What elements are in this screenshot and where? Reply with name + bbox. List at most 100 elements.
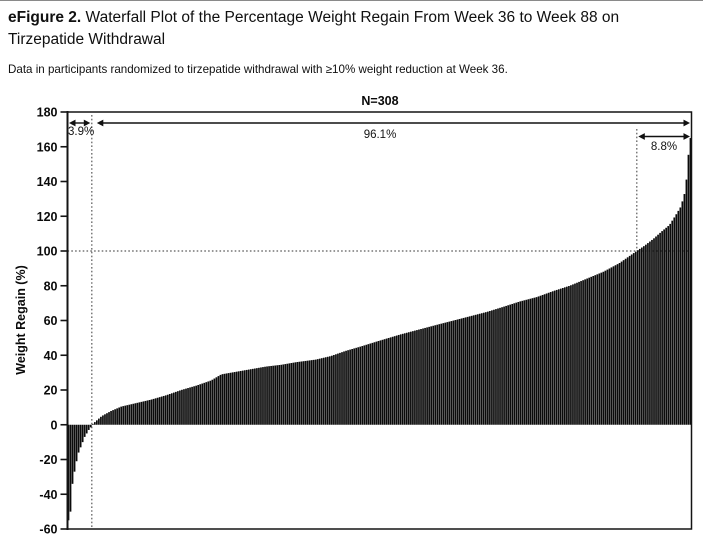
bar bbox=[110, 411, 112, 425]
bar bbox=[353, 348, 356, 425]
bar bbox=[685, 179, 688, 425]
y-tick-label: 160 bbox=[37, 140, 58, 154]
bar bbox=[217, 376, 220, 425]
bar bbox=[357, 347, 360, 425]
bar bbox=[401, 333, 404, 425]
bar bbox=[499, 307, 501, 425]
bar bbox=[239, 370, 242, 425]
bar bbox=[312, 359, 315, 425]
bar bbox=[118, 407, 120, 425]
bar bbox=[136, 402, 139, 425]
arrow-above-reference-share-left-head bbox=[638, 133, 645, 140]
bar bbox=[464, 317, 467, 425]
bar bbox=[347, 350, 349, 425]
y-axis-label: Weight Regain (%) bbox=[14, 265, 28, 375]
bar bbox=[152, 398, 155, 425]
bar bbox=[391, 336, 394, 425]
bar bbox=[120, 406, 123, 425]
bar bbox=[185, 388, 187, 425]
bar bbox=[387, 337, 390, 425]
bar bbox=[339, 352, 341, 425]
bar bbox=[183, 389, 185, 425]
bar bbox=[414, 330, 416, 425]
bar bbox=[420, 329, 422, 425]
bar bbox=[79, 424, 82, 448]
bar bbox=[422, 328, 424, 425]
bar bbox=[632, 253, 635, 425]
bar bbox=[679, 207, 682, 425]
bar bbox=[191, 386, 193, 425]
bar bbox=[187, 388, 189, 425]
bar bbox=[207, 381, 210, 425]
bar bbox=[468, 316, 471, 425]
bar bbox=[249, 369, 252, 425]
bar bbox=[584, 279, 586, 425]
bar bbox=[272, 365, 274, 425]
bar bbox=[657, 234, 659, 425]
bar bbox=[610, 267, 613, 425]
bar bbox=[594, 275, 597, 425]
y-tick-label: 100 bbox=[37, 245, 58, 259]
bar bbox=[245, 369, 248, 425]
bar bbox=[673, 217, 676, 425]
bar bbox=[158, 397, 161, 425]
bar bbox=[503, 306, 505, 425]
bar bbox=[397, 334, 400, 425]
y-tick-label: 20 bbox=[44, 384, 58, 398]
bar bbox=[640, 247, 643, 425]
bar bbox=[343, 351, 345, 425]
bar bbox=[476, 314, 479, 425]
bar bbox=[262, 367, 264, 425]
bar bbox=[252, 368, 254, 425]
arrow-positive-share-left-head bbox=[96, 119, 104, 127]
bar bbox=[108, 412, 110, 425]
bar bbox=[320, 358, 323, 425]
bar bbox=[254, 368, 256, 425]
bar bbox=[669, 223, 672, 425]
bar bbox=[148, 399, 151, 425]
y-tick-label: -20 bbox=[39, 453, 57, 467]
bar bbox=[93, 422, 96, 425]
bar bbox=[166, 394, 169, 425]
bar bbox=[225, 373, 228, 425]
bar bbox=[541, 294, 544, 425]
bar bbox=[193, 386, 195, 425]
bar bbox=[440, 323, 443, 425]
bar bbox=[539, 295, 542, 425]
bar bbox=[638, 248, 641, 425]
bar bbox=[270, 365, 272, 425]
bar bbox=[276, 365, 279, 425]
bar bbox=[333, 354, 335, 425]
bar bbox=[549, 292, 552, 425]
bar bbox=[114, 409, 116, 425]
bar bbox=[507, 305, 509, 425]
bar bbox=[85, 424, 88, 434]
bar bbox=[482, 312, 485, 425]
bar bbox=[355, 347, 358, 425]
chart-title-n: N=308 bbox=[361, 94, 399, 108]
bar bbox=[545, 293, 548, 425]
bar bbox=[515, 302, 518, 425]
bar bbox=[602, 271, 605, 425]
bar bbox=[75, 424, 78, 462]
bar bbox=[203, 382, 206, 425]
bar bbox=[487, 311, 489, 425]
bar bbox=[205, 382, 208, 425]
bar bbox=[168, 394, 171, 425]
bar bbox=[677, 210, 680, 425]
bar bbox=[247, 369, 250, 425]
bar bbox=[213, 378, 216, 425]
bar bbox=[223, 373, 226, 425]
bar bbox=[442, 323, 445, 425]
figure-title: eFigure 2. Waterfall Plot of the Percent… bbox=[8, 7, 690, 50]
bar bbox=[472, 315, 475, 425]
bar bbox=[489, 310, 491, 425]
bar bbox=[233, 372, 236, 425]
bar bbox=[456, 319, 459, 425]
bar bbox=[288, 363, 291, 425]
bar bbox=[294, 362, 297, 425]
bar bbox=[643, 246, 645, 425]
bar bbox=[81, 424, 84, 443]
bar bbox=[448, 321, 451, 425]
bar bbox=[264, 366, 266, 425]
